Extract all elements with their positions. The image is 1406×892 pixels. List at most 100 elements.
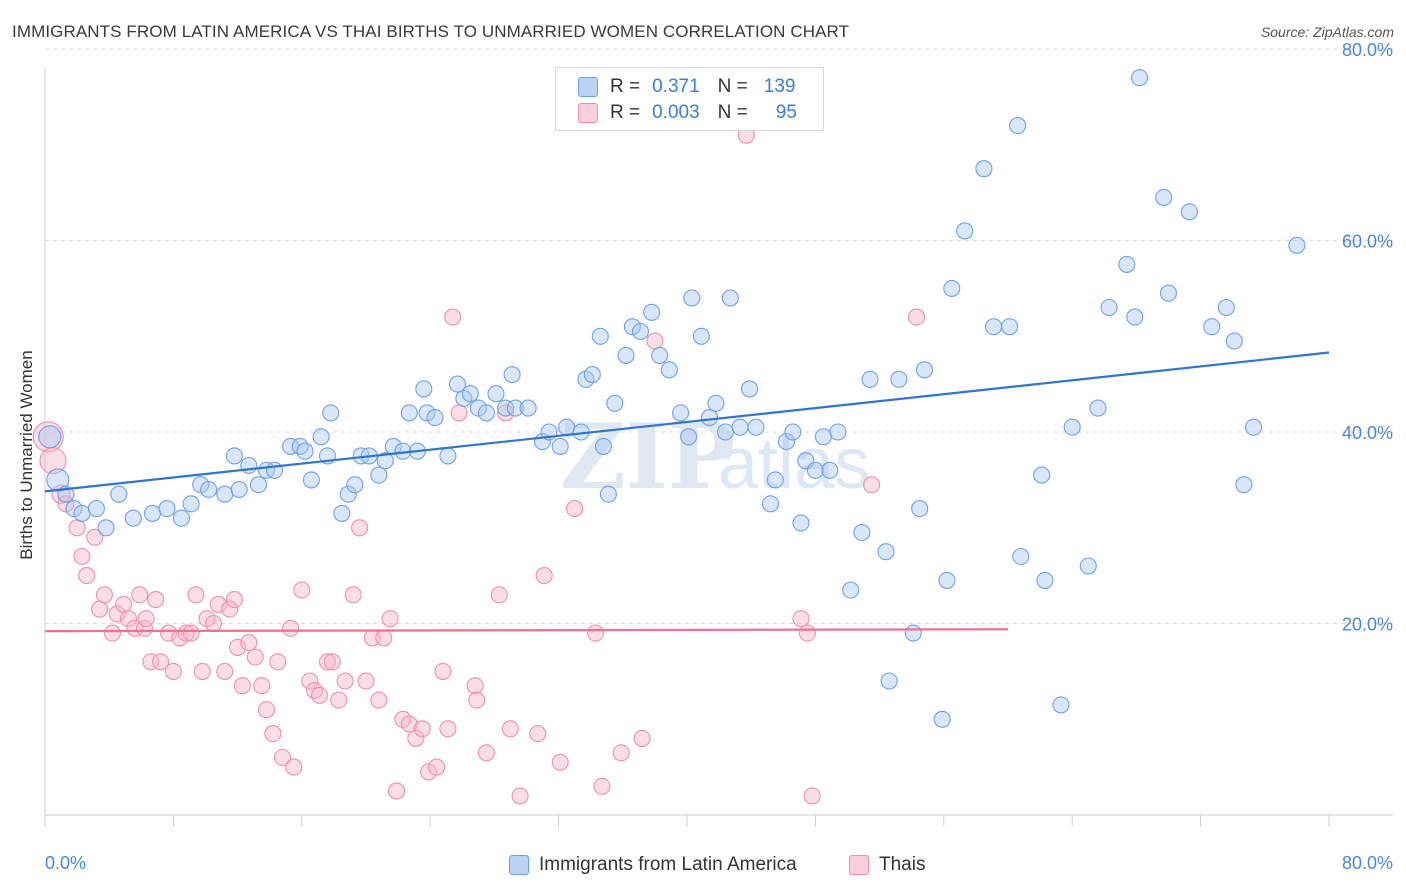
latin-america-point: [1217, 298, 1235, 317]
latin-america-point: [623, 318, 641, 336]
thais-point: [375, 629, 393, 647]
thais-point: [293, 581, 311, 599]
latin-america-point: [558, 418, 576, 436]
thais-point: [420, 763, 438, 781]
legend-swatch-blue: [578, 77, 598, 97]
legend-n-value: 95: [775, 102, 797, 123]
latin-america-point: [1079, 557, 1097, 575]
latin-america-point: [904, 624, 922, 642]
bottom-legend-thais: Thais: [849, 853, 925, 877]
thais-point: [137, 610, 155, 628]
bottom-legend-swatch-blue: [509, 855, 529, 875]
latin-america-point: [660, 361, 678, 379]
latin-america-point: [38, 425, 62, 449]
bottom-legend-latin-america: Immigrants from Latin America: [509, 853, 797, 877]
latin-america-point: [985, 318, 1003, 336]
thais-point: [57, 495, 75, 513]
thais-point: [115, 595, 133, 613]
latin-america-point: [784, 423, 802, 441]
thais-point: [468, 691, 486, 709]
latin-america-point: [448, 375, 467, 393]
axes: [44, 68, 1393, 827]
latin-america-point: [370, 466, 388, 484]
thais-point: [108, 605, 126, 623]
latin-america-point: [249, 476, 268, 494]
latin-america-point: [322, 404, 340, 422]
grid-lines: [45, 48, 1393, 624]
watermark-atlas: atlas: [718, 424, 870, 504]
thais-point: [646, 332, 664, 350]
latin-america-point: [1225, 332, 1243, 350]
thais-point: [301, 672, 319, 690]
thais-point: [336, 672, 354, 690]
latin-america-point: [1100, 298, 1118, 317]
latin-america-point: [672, 404, 690, 422]
latin-america-point: [506, 399, 524, 417]
thais-point: [229, 638, 247, 656]
latin-america-point: [599, 485, 617, 503]
thais-point: [434, 662, 452, 680]
thais-point: [269, 653, 287, 671]
thais-point: [344, 586, 362, 604]
thais-point: [209, 595, 227, 613]
latin-america-point: [1033, 466, 1051, 484]
latin-america-point: [426, 409, 444, 427]
latin-america-point: [741, 380, 759, 398]
latin-america-point: [777, 433, 796, 451]
latin-america-points: [38, 69, 1306, 728]
latin-america-point: [1155, 188, 1173, 206]
thais-point: [221, 600, 239, 618]
latin-america-point: [721, 289, 739, 307]
latin-america-point: [487, 385, 505, 403]
latin-america-point: [519, 399, 537, 417]
latin-america-point: [617, 346, 635, 364]
thais-point: [95, 586, 113, 604]
latin-america-point: [938, 571, 956, 589]
latin-america-point: [172, 509, 190, 527]
latin-america-point: [877, 543, 895, 561]
thais-point: [147, 591, 165, 609]
latin-america-point: [680, 428, 698, 446]
thais-point: [177, 624, 195, 642]
y-tick-label: 80.0%: [1342, 40, 1393, 60]
legend-n-value: 139: [763, 76, 796, 97]
latin-america-point: [1131, 69, 1149, 87]
legend-r-label: R =: [610, 76, 641, 97]
latin-america-point: [1288, 236, 1306, 254]
thais-point: [792, 610, 810, 628]
thais-point: [182, 624, 200, 642]
thais-point: [803, 787, 821, 805]
latin-america-point: [606, 394, 624, 412]
thais-point: [907, 308, 926, 326]
thais-point: [323, 653, 341, 671]
thais-trendline: [44, 628, 1009, 633]
latin-america-point: [792, 514, 810, 532]
latin-america-point: [933, 710, 951, 728]
latin-america-point: [821, 461, 839, 479]
latin-america-point: [333, 504, 351, 522]
latin-america-point: [1245, 418, 1263, 436]
latin-america-point: [651, 346, 669, 364]
thais-point: [450, 404, 468, 422]
thais-point: [264, 725, 282, 743]
latin-america-point: [143, 504, 162, 522]
x-tick-label: 80.0%: [1342, 853, 1393, 873]
latin-america-point: [551, 437, 569, 455]
latin-america-point: [1235, 476, 1253, 494]
thais-point: [428, 758, 446, 776]
latin-america-point: [97, 519, 115, 537]
thais-point: [444, 308, 462, 326]
latin-america-point: [192, 476, 210, 494]
latin-america-point: [415, 380, 433, 398]
latin-america-point: [766, 471, 784, 489]
thais-point: [497, 404, 515, 422]
latin-america-point: [591, 327, 609, 345]
latin-america-point: [814, 428, 832, 446]
latin-america-point: [477, 404, 495, 422]
trend-lines: [44, 351, 1330, 633]
latin-america-point: [339, 485, 357, 503]
latin-america-point: [911, 500, 929, 518]
thais-point: [160, 624, 178, 642]
thais-point: [246, 648, 264, 666]
latin-america-point: [853, 523, 871, 542]
